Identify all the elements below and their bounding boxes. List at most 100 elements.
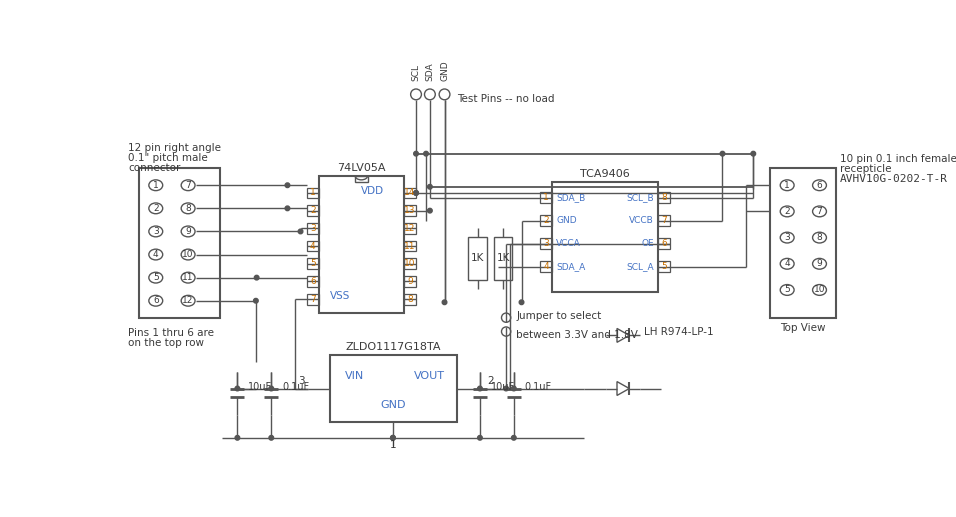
Text: 9: 9 — [407, 277, 413, 286]
Text: 0.1uF: 0.1uF — [282, 382, 309, 392]
Bar — [307, 241, 319, 251]
Text: 4: 4 — [543, 262, 549, 271]
Bar — [540, 238, 553, 249]
Bar — [139, 169, 220, 318]
Text: 6: 6 — [310, 277, 315, 286]
Text: 2: 2 — [543, 216, 549, 225]
Text: 2: 2 — [153, 204, 159, 213]
Bar — [307, 294, 319, 305]
Circle shape — [427, 208, 432, 213]
Bar — [468, 237, 487, 280]
Text: 4: 4 — [153, 250, 159, 259]
Text: 10: 10 — [814, 285, 825, 295]
Text: SCL_B: SCL_B — [626, 193, 654, 202]
Bar — [658, 215, 670, 226]
Circle shape — [391, 435, 395, 440]
Text: GND: GND — [440, 60, 449, 81]
Text: 0.1uF: 0.1uF — [525, 382, 552, 392]
Ellipse shape — [149, 180, 163, 191]
Text: SDA_A: SDA_A — [556, 262, 585, 271]
Text: 5: 5 — [153, 273, 159, 282]
Text: 0.1" pitch male: 0.1" pitch male — [128, 153, 207, 163]
Text: Jumper to select: Jumper to select — [516, 311, 601, 321]
Text: 7: 7 — [185, 181, 191, 190]
Text: 3: 3 — [153, 227, 159, 236]
Text: GND: GND — [380, 400, 405, 409]
Ellipse shape — [780, 258, 794, 269]
Bar — [658, 192, 670, 203]
Text: 2: 2 — [784, 207, 790, 216]
Bar — [307, 205, 319, 216]
Text: recepticle: recepticle — [839, 164, 891, 174]
Text: SCL_A: SCL_A — [626, 262, 654, 271]
Text: VOUT: VOUT — [414, 371, 445, 381]
Circle shape — [443, 300, 446, 305]
Text: SDA_B: SDA_B — [556, 193, 585, 202]
Text: SCL: SCL — [411, 64, 421, 81]
Bar — [403, 205, 416, 216]
Text: 8: 8 — [662, 193, 667, 202]
Circle shape — [511, 386, 516, 391]
Text: VSS: VSS — [331, 291, 351, 301]
Bar — [307, 258, 319, 269]
Circle shape — [439, 89, 450, 100]
Text: 4: 4 — [784, 260, 790, 268]
Text: 1: 1 — [543, 193, 549, 202]
Text: 74LV05A: 74LV05A — [337, 163, 385, 173]
Text: 12: 12 — [404, 224, 416, 233]
Circle shape — [414, 191, 419, 195]
Text: 10: 10 — [183, 250, 194, 259]
Text: 5: 5 — [784, 285, 790, 295]
Text: 2: 2 — [310, 206, 315, 215]
Circle shape — [502, 327, 511, 336]
Text: 12 pin right angle: 12 pin right angle — [128, 143, 221, 153]
Circle shape — [269, 435, 273, 440]
Bar — [403, 223, 416, 234]
Text: 1: 1 — [390, 440, 396, 450]
Circle shape — [298, 229, 303, 234]
Text: 7: 7 — [310, 295, 315, 303]
Ellipse shape — [149, 295, 163, 306]
Circle shape — [424, 151, 428, 156]
Text: 3: 3 — [543, 239, 549, 248]
Bar — [319, 176, 403, 313]
Ellipse shape — [813, 180, 826, 191]
Text: 8: 8 — [816, 233, 822, 242]
Text: 7: 7 — [816, 207, 822, 216]
Bar — [403, 241, 416, 251]
Circle shape — [519, 300, 524, 305]
Text: 9: 9 — [185, 227, 191, 236]
Circle shape — [427, 185, 432, 189]
Text: Test Pins -- no load: Test Pins -- no load — [457, 94, 554, 104]
Text: 13: 13 — [404, 206, 416, 215]
Ellipse shape — [149, 203, 163, 214]
Text: 2: 2 — [488, 376, 494, 386]
Text: on the top row: on the top row — [128, 338, 204, 348]
Text: 1: 1 — [153, 181, 159, 190]
Text: 3: 3 — [310, 224, 315, 233]
Bar — [540, 192, 553, 203]
Text: AVHV10G-0202-T-R: AVHV10G-0202-T-R — [839, 174, 947, 185]
Bar — [540, 262, 553, 272]
Bar — [403, 258, 416, 269]
Circle shape — [235, 435, 240, 440]
Text: 6: 6 — [153, 296, 159, 305]
Circle shape — [511, 435, 516, 440]
Text: 1K: 1K — [471, 253, 485, 263]
Text: 1: 1 — [784, 181, 790, 190]
Polygon shape — [617, 328, 629, 342]
Text: 14: 14 — [404, 188, 416, 197]
Circle shape — [253, 298, 258, 303]
Circle shape — [504, 386, 509, 391]
Ellipse shape — [780, 180, 794, 191]
Ellipse shape — [813, 258, 826, 269]
Text: VCCA: VCCA — [556, 239, 581, 248]
Text: VIN: VIN — [345, 371, 364, 381]
Bar — [403, 276, 416, 287]
Circle shape — [414, 151, 419, 156]
Text: 4: 4 — [310, 241, 315, 251]
Text: 8: 8 — [185, 204, 191, 213]
Circle shape — [478, 435, 482, 440]
Text: LH R974-LP-1: LH R974-LP-1 — [644, 327, 713, 337]
Text: 6: 6 — [816, 181, 822, 190]
